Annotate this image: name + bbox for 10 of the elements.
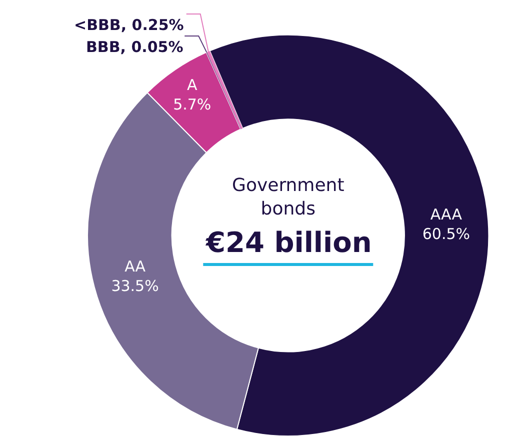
slice-label: <BBB, 0.25% xyxy=(74,16,184,34)
data-label: 33.5% xyxy=(111,276,159,295)
text: €24 billion xyxy=(205,226,372,259)
slice-label: AAA xyxy=(430,205,463,224)
data-label: 60.5% xyxy=(422,224,470,243)
slice-label: AA xyxy=(124,257,146,276)
data-label: 5.7% xyxy=(173,96,212,114)
slice-label: A xyxy=(186,76,198,94)
slice-label: BBB, 0.05% xyxy=(86,38,184,56)
text: Government bonds xyxy=(232,175,344,220)
